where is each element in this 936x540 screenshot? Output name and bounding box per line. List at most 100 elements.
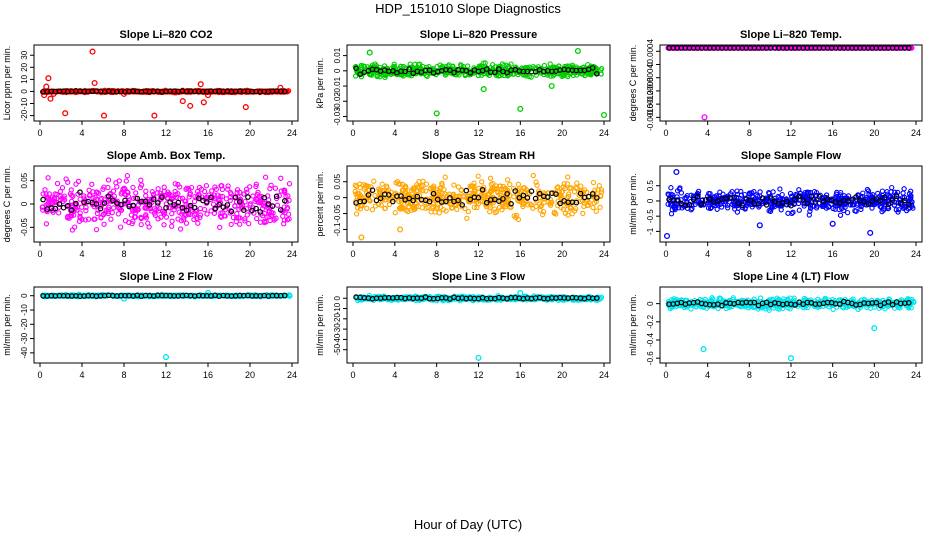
data-point	[115, 211, 122, 217]
data-point	[598, 189, 605, 195]
data-point	[553, 211, 559, 217]
chart-title: Slope Li–820 Temp.	[740, 29, 842, 41]
reference-point	[224, 202, 231, 208]
y-tick-label: -10	[333, 302, 342, 314]
data-point	[458, 187, 464, 194]
data-point	[847, 202, 854, 208]
reference-point	[553, 191, 559, 197]
data-point	[508, 61, 514, 67]
y-tick-label: 0	[20, 293, 29, 298]
data-point	[237, 221, 243, 227]
data-point	[525, 202, 531, 208]
data-point	[765, 195, 771, 201]
chart-title: Slope Amb. Box Temp.	[107, 150, 226, 162]
data-point	[593, 68, 599, 74]
reference-point	[204, 199, 210, 205]
x-tick-label: 20	[869, 249, 879, 259]
data-point	[94, 210, 101, 217]
figure-title: HDP_151010 Slope Diagnostics	[375, 1, 561, 16]
reference-point	[557, 200, 563, 207]
data-point	[836, 194, 842, 200]
reference-point	[134, 195, 141, 202]
data-point	[268, 182, 274, 188]
x-tick-label: 4	[392, 249, 397, 259]
data-point	[520, 203, 526, 210]
data-point	[128, 212, 135, 218]
data-point	[590, 204, 596, 211]
data-point	[45, 175, 51, 181]
data-point	[155, 202, 161, 209]
data-point	[537, 207, 543, 213]
outlier-point	[197, 81, 204, 88]
x-tick-label: 8	[747, 249, 752, 259]
y-tick-label: 0	[646, 62, 655, 67]
data-point	[377, 187, 383, 193]
x-tick-label: 4	[79, 249, 84, 259]
data-point	[116, 178, 122, 184]
reference-point	[536, 190, 543, 197]
data-point	[284, 89, 290, 95]
outlier-point	[179, 98, 186, 105]
reference-point	[893, 193, 900, 200]
data-point	[68, 187, 74, 193]
chart-title: Slope Li–820 CO2	[120, 29, 213, 41]
reference-point	[426, 198, 433, 205]
data-point	[201, 188, 208, 195]
data-point	[860, 190, 866, 196]
data-point	[574, 185, 580, 192]
reference-point	[686, 201, 693, 208]
x-tick-label: 20	[557, 128, 567, 138]
data-point	[547, 202, 554, 208]
y-tick-label: 10	[20, 74, 29, 83]
data-point	[133, 190, 139, 196]
data-point	[365, 194, 371, 200]
x-tick-label: 0	[350, 249, 355, 259]
data-point	[59, 185, 66, 191]
data-point	[718, 204, 725, 210]
chart-title: Slope Line 3 Flow	[432, 271, 525, 283]
data-point	[177, 226, 184, 232]
data-point	[451, 182, 457, 188]
data-point	[465, 208, 472, 215]
reference-point	[483, 199, 490, 206]
data-point	[777, 186, 783, 192]
data-point	[560, 206, 567, 212]
x-tick-label: 20	[557, 370, 567, 380]
data-point	[471, 204, 477, 211]
reference-point	[410, 197, 417, 204]
data-point	[151, 206, 158, 212]
data-point	[69, 192, 75, 199]
data-point	[85, 216, 92, 222]
data-point	[367, 198, 373, 204]
data-point	[672, 45, 679, 51]
data-point	[169, 218, 175, 224]
data-point	[278, 175, 284, 181]
data-point	[40, 191, 46, 197]
data-point	[561, 72, 567, 78]
data-point	[194, 215, 200, 222]
reference-point	[759, 195, 766, 201]
data-point	[756, 204, 762, 210]
reference-point	[479, 187, 486, 193]
data-point	[801, 192, 808, 198]
outlier-point	[366, 49, 373, 56]
data-point	[565, 174, 571, 180]
data-point	[93, 189, 100, 195]
reference-point	[496, 66, 502, 72]
data-point	[414, 187, 420, 194]
plot-frame	[33, 44, 299, 122]
data-point	[826, 203, 832, 210]
reference-point	[159, 194, 165, 201]
data-point	[536, 188, 542, 194]
reference-point	[236, 199, 243, 205]
reference-point	[455, 197, 461, 204]
data-point	[418, 183, 424, 189]
chart-title: Slope Line 4 (LT) Flow	[733, 271, 849, 283]
data-point	[596, 183, 602, 189]
x-tick-label: 20	[245, 128, 255, 138]
data-point	[242, 216, 248, 222]
x-tick-label: 12	[473, 249, 483, 259]
data-point	[272, 185, 279, 191]
data-point	[568, 185, 574, 191]
y-axis-label: degrees C per min.	[628, 45, 638, 122]
